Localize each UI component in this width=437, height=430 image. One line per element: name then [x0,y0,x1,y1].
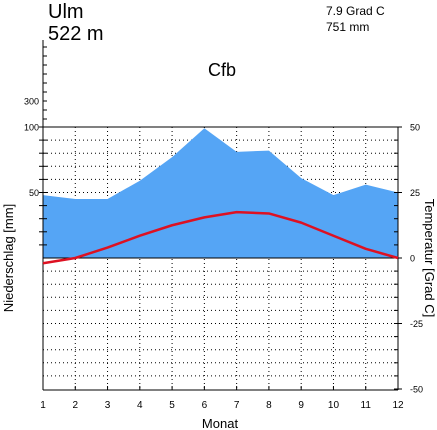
x-tick-label: 6 [202,400,208,411]
x-tick-label: 10 [328,400,340,411]
x-tick-label: 1 [40,400,46,411]
left-tick-label: 100 [24,123,39,133]
right-tick-label: 0 [410,254,415,264]
station-name: Ulm [48,1,84,23]
right-axis-title: Temperatur [Grad C] [422,199,437,318]
climate-classification: Cfb [208,60,236,80]
left-tick-label: 50 [29,188,39,198]
mean-temperature: 7.9 Grad C [326,4,385,18]
x-tick-label: 5 [169,400,175,411]
right-tick-label: -50 [410,385,423,395]
left-axis-title: Niederschlag [mm] [1,204,16,312]
x-tick-label: 11 [361,400,372,411]
x-tick-label: 4 [137,400,143,411]
right-tick-label: -25 [410,319,423,329]
x-tick-label: 3 [105,400,111,411]
right-tick-label: 50 [410,123,420,133]
x-tick-label: 2 [72,400,78,411]
annual-precipitation: 751 mm [326,20,369,34]
x-tick-label: 12 [392,400,404,411]
x-tick-label: 9 [298,400,304,411]
axis-ticks [39,46,402,390]
left-tick-label: 300 [24,97,39,107]
x-tick-label: 8 [266,400,272,411]
axes [42,40,399,391]
x-axis-title: Monat [202,416,239,430]
station-elevation: 522 m [48,23,104,45]
right-tick-label: 25 [410,188,420,198]
temperature-line [42,210,399,265]
x-tick-label: 7 [234,400,240,411]
precipitation-area [43,128,398,258]
